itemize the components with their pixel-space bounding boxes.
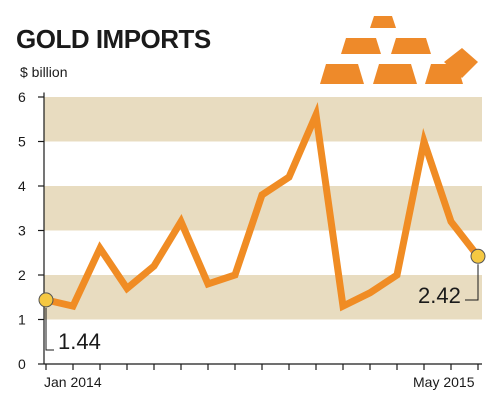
x-start-label: Jan 2014 [44, 374, 102, 390]
end-point-marker [470, 248, 486, 264]
y-tick-label: 5 [18, 134, 26, 150]
y-tick-label: 0 [18, 356, 26, 372]
y-tick-label: 3 [18, 223, 26, 239]
x-axis: Jan 2014 May 2015 [44, 363, 482, 390]
start-callout-leader [45, 307, 54, 351]
gold-bar [320, 64, 364, 84]
gold-bar [373, 64, 417, 84]
y-tick-label: 4 [18, 178, 26, 194]
end-value-callout: 2.42 [418, 283, 461, 308]
start-value-callout: 1.44 [58, 329, 101, 354]
gold-bar [391, 38, 431, 54]
x-end-label: May 2015 [413, 374, 475, 390]
gold-bar [341, 38, 381, 54]
chart-title: GOLD IMPORTS [16, 24, 211, 54]
band [44, 275, 482, 320]
start-point-marker [38, 292, 54, 308]
series-line-group [38, 102, 486, 312]
band [44, 97, 482, 142]
y-tick-label: 6 [18, 89, 26, 105]
series-line [45, 102, 481, 312]
y-tick-label: 1 [18, 312, 26, 328]
gold-bars-icon [320, 16, 478, 84]
end-callout-leader [465, 264, 479, 301]
unit-label: $ billion [20, 64, 67, 80]
gold-bar [370, 16, 396, 28]
y-tick-label: 2 [18, 267, 26, 283]
background-bands [44, 97, 482, 320]
gold-bar [444, 48, 478, 78]
callouts: 1.44 2.42 [45, 264, 479, 354]
y-axis: 0 1 2 3 4 5 6 [18, 89, 45, 372]
